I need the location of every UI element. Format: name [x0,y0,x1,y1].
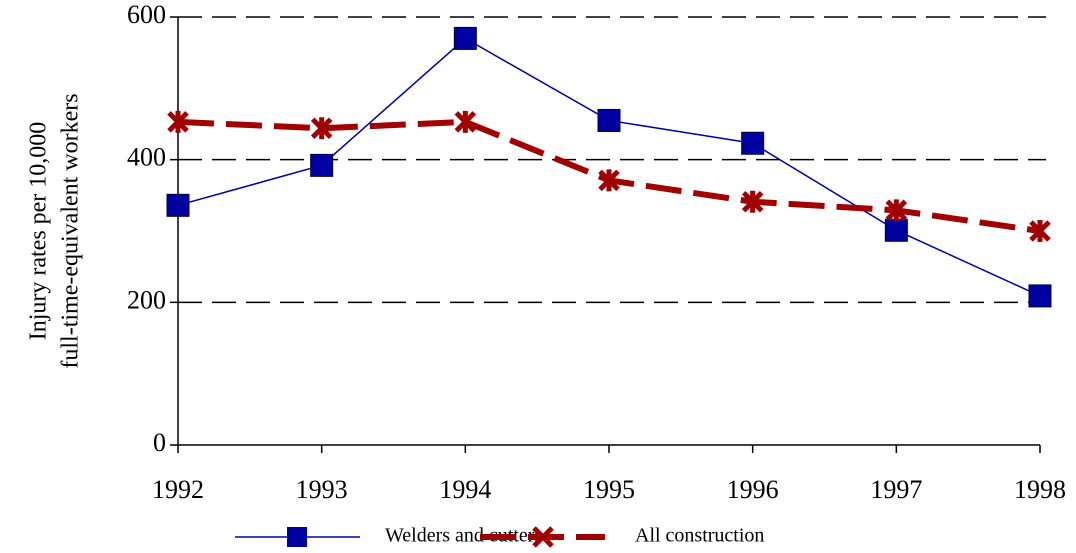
x-tick-label: 1994 [439,475,491,504]
marker [741,190,764,213]
marker [167,110,189,133]
x-tick-label: 1993 [296,475,348,504]
marker [454,110,477,133]
legend-label: All construction [635,525,764,547]
marker [597,108,621,132]
x-tick-label: 1997 [870,475,922,504]
marker [885,199,908,222]
marker [310,153,334,177]
y-tick-label: 600 [127,0,166,29]
marker [884,218,908,242]
series-line [177,37,1041,297]
y-axis-label: Injury rates per 10,000 [26,122,52,341]
marker [598,169,620,192]
marker [453,26,477,50]
y-tick-label: 400 [127,143,166,172]
marker [741,131,765,155]
marker [1029,220,1051,242]
legend-marker [532,526,554,548]
x-tick-label: 1998 [1014,475,1066,504]
legend-marker [287,527,307,547]
marker [166,193,190,217]
marker [310,117,333,140]
legend-label: Welders and cutters [385,525,542,547]
x-tick-label: 1995 [583,475,635,504]
y-tick-label: 0 [153,428,166,457]
x-tick-label: 1996 [727,475,779,504]
y-tick-label: 200 [127,285,166,314]
x-tick-label: 1992 [152,475,204,504]
y-axis-label: full-time-equivalent workers [58,93,84,368]
marker [1028,284,1052,308]
